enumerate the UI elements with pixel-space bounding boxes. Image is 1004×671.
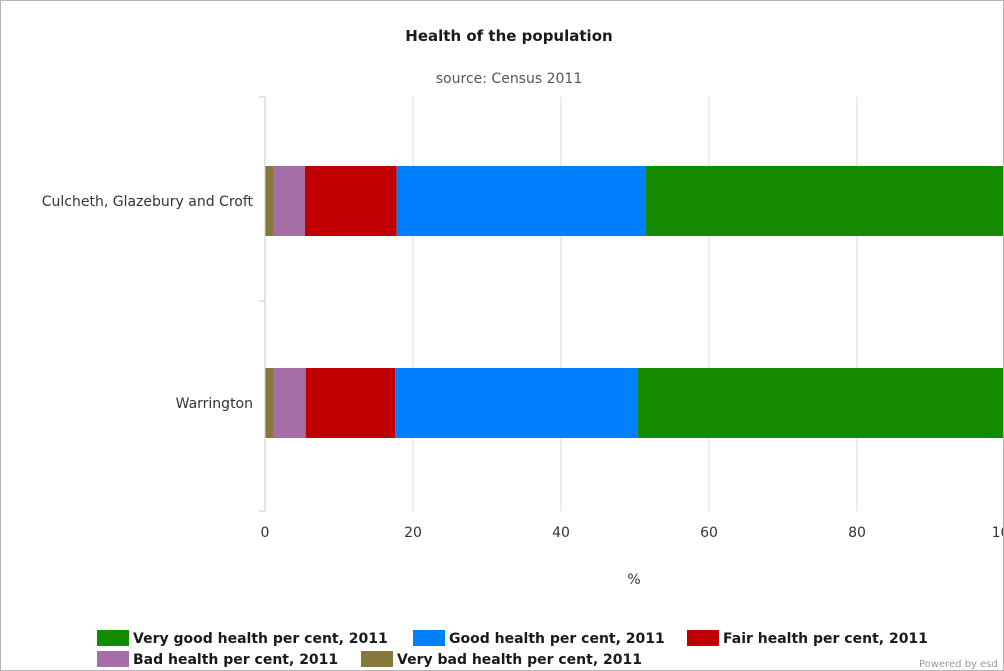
legend-item[interactable]: Very good health per cent, 2011 xyxy=(97,630,388,647)
legend-swatch xyxy=(97,651,129,667)
axes: 0 20 40 60 80 100 Culcheth, Glazebury and Crof… xyxy=(42,96,1003,541)
legend-label: Good health per cent, 2011 xyxy=(449,631,665,647)
legend-swatch xyxy=(687,630,719,646)
legend: Very good health per cent, 2011 Good heal… xyxy=(97,630,928,668)
legend-item[interactable]: Very bad health per cent, 2011 xyxy=(361,651,642,668)
legend-label: Fair health per cent, 2011 xyxy=(723,631,928,647)
chart-title: Health of the population xyxy=(405,27,612,45)
chart-subtitle: source: Census 2011 xyxy=(436,71,582,87)
legend-label: Very bad health per cent, 2011 xyxy=(397,652,642,668)
legend-label: Bad health per cent, 2011 xyxy=(133,652,338,668)
legend-item[interactable]: Good health per cent, 2011 xyxy=(413,630,665,647)
legend-swatch xyxy=(413,630,445,646)
grid-lines xyxy=(412,97,858,511)
bar-segment[interactable] xyxy=(395,368,638,438)
bar-segment[interactable] xyxy=(645,166,1003,236)
category-label: Culcheth, Glazebury and Croft xyxy=(42,194,254,210)
bar-segment[interactable] xyxy=(273,368,306,438)
credit-text: Powered by esd xyxy=(919,659,998,670)
legend-label: Very good health per cent, 2011 xyxy=(133,631,388,647)
legend-swatch xyxy=(361,651,393,667)
x-tick-label: 60 xyxy=(700,525,718,541)
category-label: Warrington xyxy=(176,396,253,412)
x-tick-label: 20 xyxy=(404,525,422,541)
legend-swatch xyxy=(97,630,129,646)
bar-segment[interactable] xyxy=(265,166,274,236)
x-axis-title: % xyxy=(627,572,640,588)
bar-segment[interactable] xyxy=(265,368,274,438)
x-tick-label: 40 xyxy=(552,525,570,541)
bar-segment[interactable] xyxy=(273,166,305,236)
bar-segment[interactable] xyxy=(637,368,1003,438)
bar-segment[interactable] xyxy=(305,368,396,438)
x-tick-label: 80 xyxy=(848,525,866,541)
x-tick-label: 100 xyxy=(992,525,1003,541)
x-tick-label: 0 xyxy=(261,525,270,541)
legend-item[interactable]: Fair health per cent, 2011 xyxy=(687,630,928,647)
legend-item[interactable]: Bad health per cent, 2011 xyxy=(97,651,338,668)
bar-segment[interactable] xyxy=(396,166,646,236)
bar-segment[interactable] xyxy=(304,166,397,236)
bar-segments xyxy=(265,166,1003,438)
